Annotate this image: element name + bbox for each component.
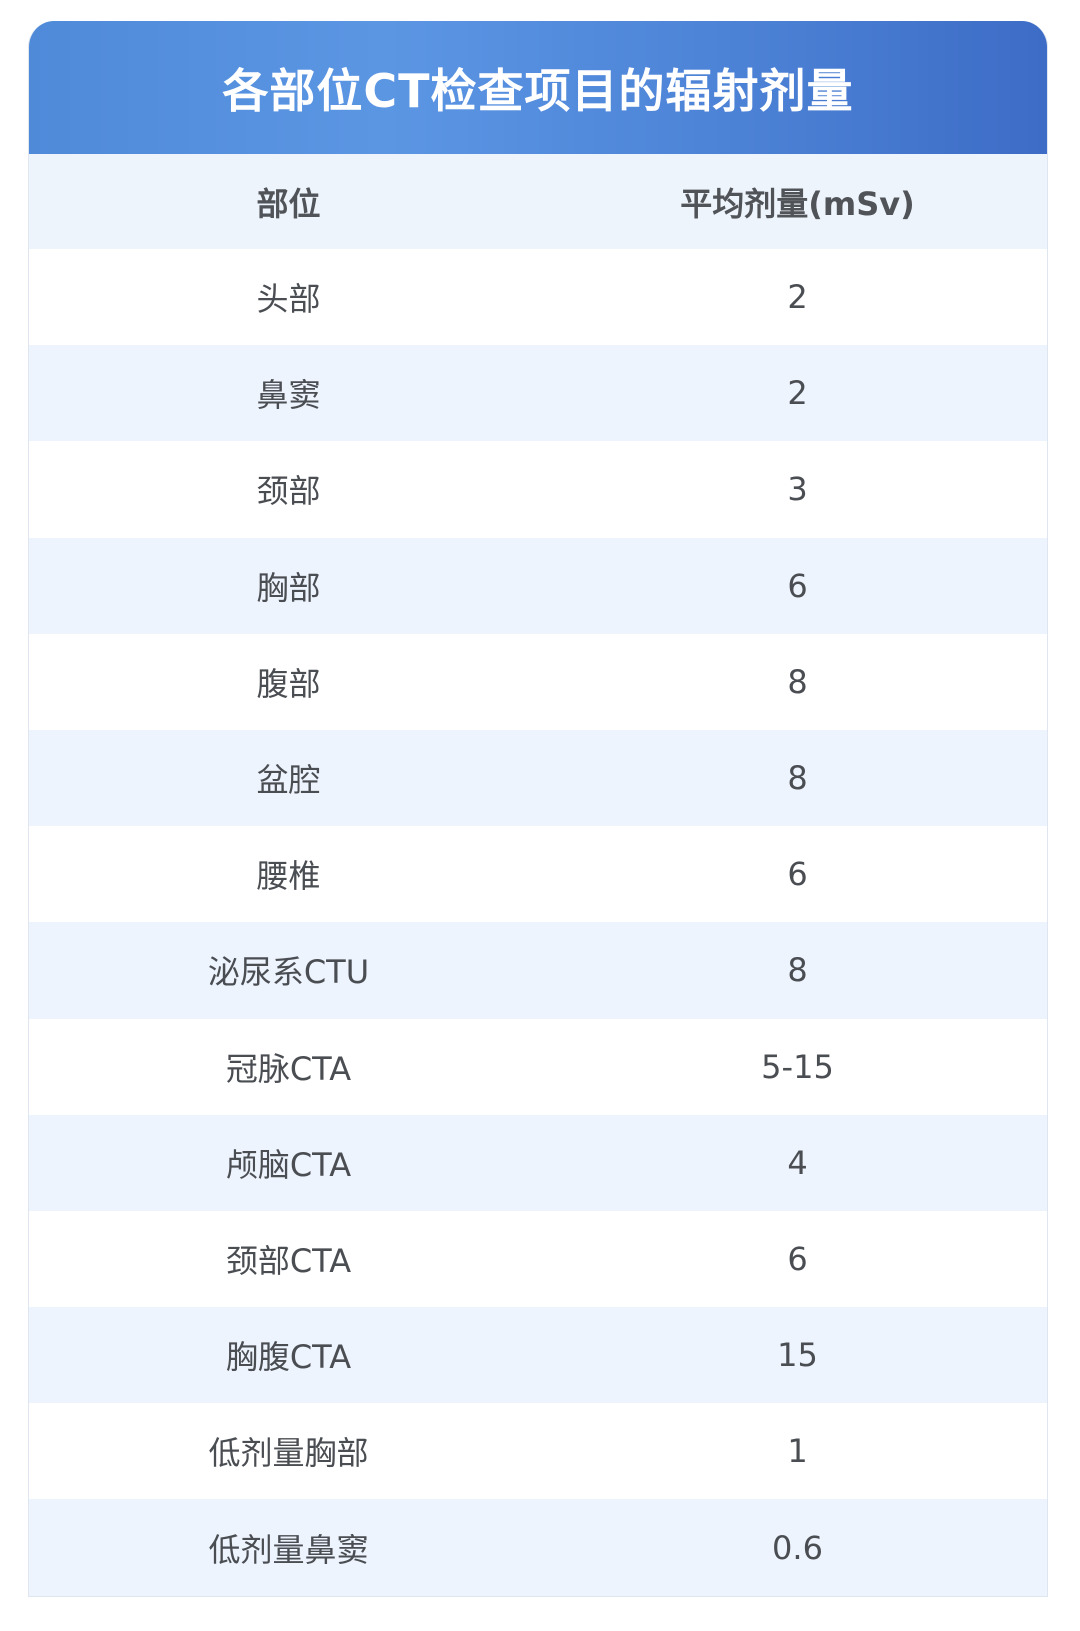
cell-dose: 8 (787, 759, 808, 798)
table-row: 颈部 3 (29, 441, 1047, 537)
table-row: 泌尿系CTU 8 (29, 922, 1047, 1019)
cell-dose: 2 (787, 278, 808, 317)
cell-part: 盆腔 (256, 761, 321, 800)
cell-dose: 5-15 (761, 1047, 834, 1086)
table-row: 腹部 8 (29, 634, 1047, 730)
cell-dose: 6 (787, 855, 808, 894)
cell-dose: 8 (787, 662, 808, 701)
table-row: 胸腹CTA 15 (29, 1307, 1047, 1404)
cell-dose: 6 (787, 566, 808, 605)
cell-dose: 6 (787, 1239, 808, 1278)
cell-dose: 2 (787, 374, 808, 413)
table-row: 颈部CTA 6 (29, 1211, 1047, 1307)
table-title: 各部位CT检查项目的辐射剂量 (29, 21, 1047, 154)
cell-part: 头部 (256, 280, 321, 319)
cell-part: 低剂量鼻窦 (208, 1530, 369, 1569)
cell-part: 腰椎 (256, 857, 321, 896)
table-row: 鼻窦 2 (29, 345, 1047, 442)
table-body: 头部 2 鼻窦 2 颈部 3 胸部 6 腹部 8 盆腔 8 腰椎 6 泌尿系CTU 8 冠脉CTA 5-15 颅脑C… (29, 249, 1047, 1596)
cell-dose: 4 (787, 1143, 808, 1182)
cell-dose: 1 (787, 1432, 808, 1471)
table-row: 胸部 6 (29, 537, 1047, 634)
cell-part: 泌尿系CTU (207, 953, 370, 992)
table-row: 盆腔 8 (29, 729, 1047, 827)
table-row: 冠脉CTA 5-15 (29, 1019, 1047, 1115)
cell-part: 颅脑CTA (225, 1145, 352, 1184)
table-row: 低剂量鼻窦 0.6 (29, 1499, 1047, 1596)
cell-dose: 0.6 (772, 1528, 823, 1567)
dose-table-card: 各部位CT检查项目的辐射剂量 部位 平均剂量(mSv) 头部 2 鼻窦 2 颈部 3 胸部 6… (28, 21, 1048, 1597)
table-header-row: 部位 平均剂量(mSv) (29, 154, 1047, 249)
column-header-part: 部位 (256, 184, 321, 223)
table-row: 低剂量胸部 1 (29, 1403, 1047, 1499)
cell-part: 低剂量胸部 (208, 1434, 369, 1473)
column-header-dose: 平均剂量(mSv) (680, 184, 915, 223)
table-row: 头部 2 (29, 249, 1047, 345)
cell-dose: 8 (787, 951, 808, 990)
cell-dose: 3 (787, 470, 808, 509)
cell-part: 颈部CTA (225, 1241, 352, 1280)
cell-part: 鼻窦 (256, 376, 321, 415)
cell-dose: 15 (777, 1336, 818, 1375)
cell-part: 颈部 (256, 472, 321, 511)
cell-part: 腹部 (256, 664, 321, 703)
table-row: 腰椎 6 (29, 826, 1047, 922)
table-row: 颅脑CTA 4 (29, 1114, 1047, 1211)
cell-part: 冠脉CTA (225, 1049, 352, 1088)
cell-part: 胸腹CTA (225, 1338, 352, 1377)
cell-part: 胸部 (256, 568, 321, 607)
